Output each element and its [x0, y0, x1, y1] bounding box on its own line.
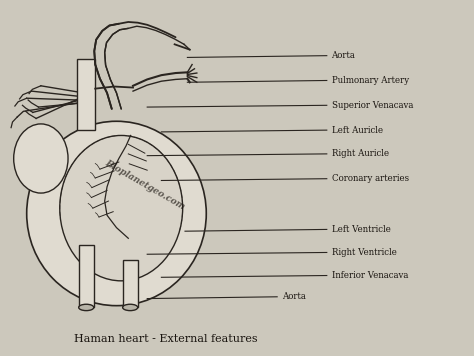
Text: Coronary arteries: Coronary arteries	[331, 174, 409, 183]
Ellipse shape	[60, 135, 182, 281]
Text: Bioplanetgeo.com: Bioplanetgeo.com	[103, 158, 186, 212]
Text: Pulmonary Artery: Pulmonary Artery	[331, 76, 409, 85]
Text: Right Auricle: Right Auricle	[331, 150, 389, 158]
Ellipse shape	[27, 121, 206, 306]
Ellipse shape	[123, 304, 138, 311]
Ellipse shape	[79, 304, 94, 311]
FancyBboxPatch shape	[77, 59, 95, 130]
FancyBboxPatch shape	[79, 245, 94, 308]
Text: Aorta: Aorta	[331, 51, 356, 60]
Text: Haman heart - External features: Haman heart - External features	[74, 334, 258, 344]
Text: Inferior Venacava: Inferior Venacava	[331, 271, 408, 280]
Ellipse shape	[14, 124, 68, 193]
Text: Left Auricle: Left Auricle	[331, 126, 383, 135]
FancyBboxPatch shape	[123, 260, 138, 308]
Text: Superior Venacava: Superior Venacava	[331, 101, 413, 110]
Text: Right Ventricle: Right Ventricle	[331, 248, 396, 257]
Text: Aorta: Aorta	[282, 292, 306, 301]
Text: Left Ventricle: Left Ventricle	[331, 225, 391, 234]
